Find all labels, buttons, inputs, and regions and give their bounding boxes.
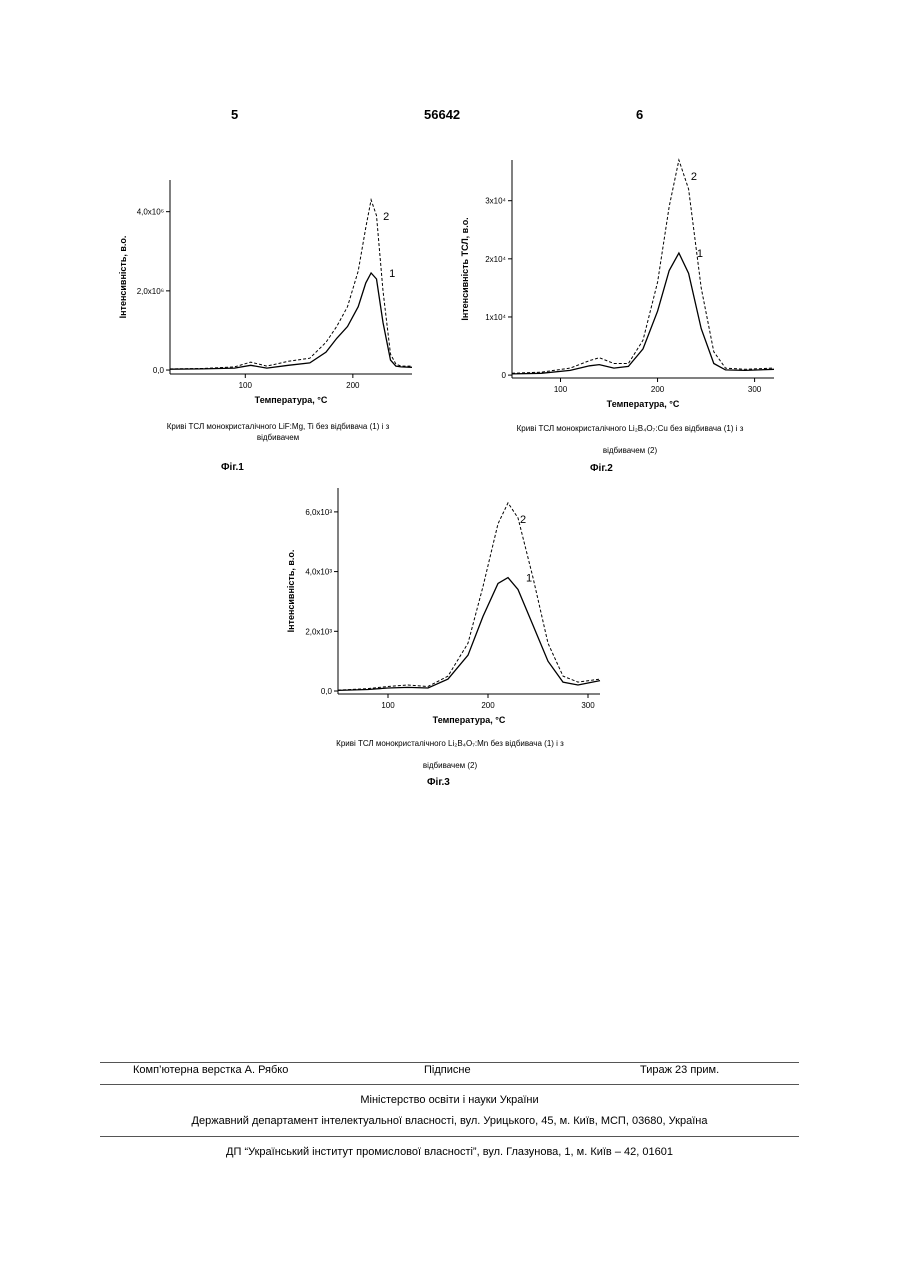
series-label-1: 1	[389, 268, 395, 280]
x-axis-label: Температура, °C	[607, 399, 680, 409]
page-number-left: 5	[231, 107, 238, 122]
figure-label-fig2: Фіг.2	[590, 463, 613, 474]
caption-fig3-line2: відбивачем (2)	[295, 755, 605, 777]
series-label-1: 1	[526, 573, 532, 585]
footer-institute: ДП “Український інститут промислової вла…	[100, 1146, 799, 1158]
footer-department: Державний департамент інтелектуальної вл…	[100, 1115, 799, 1127]
y-tick-label: 0,0	[153, 366, 165, 375]
figure-label-fig1: Фіг.1	[221, 462, 244, 473]
y-axis-label: Інтенсивність, в.о.	[286, 550, 296, 633]
footer-rule-top	[100, 1062, 799, 1063]
footer-typesetter: Комп’ютерна верстка А. Рябко	[133, 1064, 288, 1076]
series-line-1	[170, 273, 412, 369]
y-tick-label: 4,0x10⁶	[137, 208, 164, 217]
footer-subscription: Підписне	[424, 1064, 471, 1076]
series-line-2	[338, 503, 600, 690]
page-number-right: 6	[636, 107, 643, 122]
caption-fig3-line1: Криві ТСЛ монокристалічного Li₂B₄O₇:Mn б…	[295, 733, 605, 755]
y-tick-label: 6,0x10³	[305, 508, 332, 517]
y-tick-label: 0,0	[321, 687, 333, 696]
y-tick-label: 4,0x10³	[305, 568, 332, 577]
caption-fig2: Криві ТСЛ монокристалічного Li₂B₄O₇:Cu б…	[480, 418, 780, 462]
caption-fig1: Криві ТСЛ монокристалічного LiF:Mg, Ti б…	[138, 421, 418, 443]
x-tick-label: 100	[239, 381, 253, 390]
x-tick-label: 200	[651, 385, 665, 394]
y-tick-label: 1x10⁴	[485, 313, 506, 322]
caption-fig2-line2: відбивачем (2)	[480, 440, 780, 462]
series-line-2	[170, 200, 412, 369]
y-tick-label: 0	[502, 371, 507, 380]
series-line-1	[338, 578, 600, 691]
x-tick-label: 300	[581, 701, 595, 710]
y-axis-label: Інтенсивність, в.о.	[118, 236, 128, 319]
y-tick-label: 3x10⁴	[485, 197, 506, 206]
footer-circulation: Тираж 23 прим.	[640, 1064, 719, 1076]
x-tick-label: 100	[381, 701, 395, 710]
y-axis-label: Інтенсивність ТСЛ, в.о.	[460, 217, 470, 320]
footer-ministry: Міністерство освіти і науки України	[100, 1094, 799, 1106]
series-line-1	[512, 253, 774, 374]
series-line-2	[512, 160, 774, 373]
x-axis-label: Температура, °C	[433, 715, 506, 725]
footer-rule-bottom	[100, 1136, 799, 1137]
caption-fig3: Криві ТСЛ монокристалічного Li₂B₄O₇:Mn б…	[295, 733, 605, 777]
caption-fig1-line2: відбивачем	[138, 432, 418, 443]
x-tick-label: 300	[748, 385, 762, 394]
y-tick-label: 2,0x10³	[305, 627, 332, 636]
series-label-2: 2	[520, 514, 526, 526]
caption-fig2-line1: Криві ТСЛ монокристалічного Li₂B₄O₇:Cu б…	[480, 418, 780, 440]
series-label-2: 2	[691, 171, 697, 183]
footer-rule-middle	[100, 1084, 799, 1085]
y-tick-label: 2,0x10⁶	[137, 287, 164, 296]
chart-fig2: 100 200 300 0 1x10⁴ 2x10⁴ 3x10⁴ Температура, °C…	[462, 150, 782, 415]
figure-label-fig3: Фіг.3	[427, 777, 450, 788]
x-tick-label: 100	[554, 385, 568, 394]
x-tick-label: 200	[346, 381, 360, 390]
series-label-2: 2	[383, 211, 389, 223]
y-tick-label: 2x10⁴	[485, 255, 506, 264]
patent-number: 56642	[424, 107, 460, 122]
caption-fig1-line1: Криві ТСЛ монокристалічного LiF:Mg, Ti б…	[138, 421, 418, 432]
chart-fig3: 100 200 300 0,0 2,0x10³ 4,0x10³ 6,0x10³ Темпера…	[280, 478, 610, 731]
x-axis-label: Температура, °C	[255, 395, 328, 405]
x-tick-label: 200	[481, 701, 495, 710]
chart-fig1: 100 200 0,0 2,0x10⁶ 4,0x10⁶ Температура, °C Ін…	[110, 170, 420, 415]
